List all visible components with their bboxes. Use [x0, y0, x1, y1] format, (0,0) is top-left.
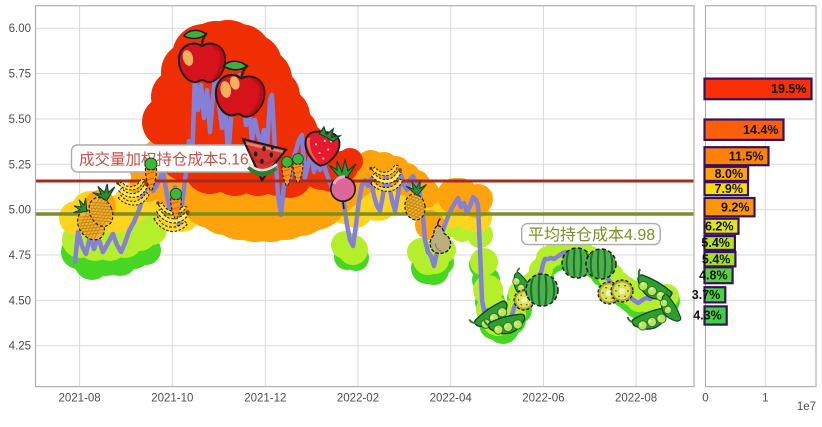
svg-text:5.75: 5.75 [9, 69, 31, 81]
svg-text:11.5%: 11.5% [729, 149, 764, 163]
svg-text:5.00: 5.00 [9, 205, 31, 217]
svg-text:8.0%: 8.0% [715, 167, 744, 181]
svg-text:6.00: 6.00 [9, 23, 31, 35]
svg-text:5.4%: 5.4% [701, 236, 730, 250]
svg-text:4.25: 4.25 [9, 341, 31, 353]
svg-text:14.4%: 14.4% [743, 123, 778, 137]
svg-text:4.75: 4.75 [9, 250, 31, 262]
svg-text:2022-04: 2022-04 [430, 393, 473, 405]
svg-text:1e7: 1e7 [797, 401, 816, 413]
svg-text:成交量加权持仓成本5.16: 成交量加权持仓成本5.16 [79, 151, 249, 169]
svg-text:2021-08: 2021-08 [58, 393, 100, 405]
svg-text:0: 0 [702, 393, 708, 405]
svg-text:19.5%: 19.5% [771, 82, 806, 96]
svg-text:平均持仓成本4.98: 平均持仓成本4.98 [528, 226, 655, 244]
svg-text:2022-06: 2022-06 [522, 393, 564, 405]
svg-text:4.50: 4.50 [9, 295, 31, 307]
svg-text:3.7%: 3.7% [692, 288, 721, 302]
svg-text:5.4%: 5.4% [702, 252, 731, 266]
svg-text:4.8%: 4.8% [699, 268, 728, 282]
svg-text:2022-02: 2022-02 [337, 393, 379, 405]
svg-text:2022-08: 2022-08 [615, 393, 657, 405]
svg-text:4.3%: 4.3% [693, 309, 722, 323]
svg-text:1: 1 [762, 393, 768, 405]
svg-text:2021-10: 2021-10 [151, 393, 193, 405]
svg-text:5.50: 5.50 [9, 114, 31, 126]
svg-text:6.2%: 6.2% [705, 219, 734, 233]
svg-text:7.9%: 7.9% [715, 182, 744, 196]
svg-text:9.2%: 9.2% [721, 200, 750, 214]
svg-text:5.25: 5.25 [9, 159, 31, 171]
svg-text:2021-12: 2021-12 [244, 393, 286, 405]
